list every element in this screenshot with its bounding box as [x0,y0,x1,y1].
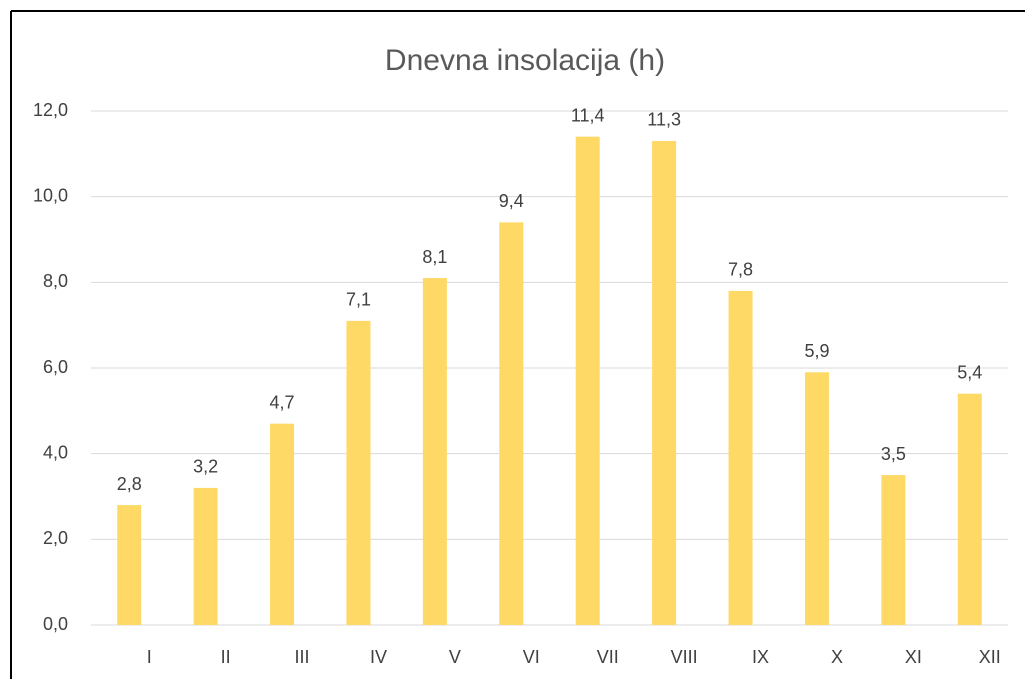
bar [346,320,371,625]
data-label: 2,8 [117,474,142,494]
y-tick-label: 2,0 [43,528,68,548]
data-label: 5,9 [804,341,829,361]
bar [728,290,753,625]
x-tick-label: V [449,647,461,667]
y-tick-label: 8,0 [43,271,68,291]
data-label: 7,1 [346,290,371,310]
x-tick-label: IX [752,647,769,667]
data-label: 3,2 [193,457,218,477]
bar [499,222,524,625]
y-tick-label: 10,0 [33,185,68,205]
x-tick-label: VII [597,647,619,667]
y-tick-label: 0,0 [43,614,68,634]
x-tick-label: XII [979,647,1001,667]
x-tick-label: III [295,647,310,667]
x-tick-label: XI [905,647,922,667]
data-label: 3,5 [881,444,906,464]
y-tick-label: 12,0 [33,100,68,120]
y-tick-label: 4,0 [43,442,68,462]
bar [422,278,447,625]
data-label: 8,1 [422,247,447,267]
data-label: 4,7 [270,392,295,412]
bar [957,393,982,625]
data-label: 7,8 [728,260,753,280]
bar [881,475,906,625]
x-tick-label: VI [523,647,540,667]
bar [575,136,600,625]
x-tick-label: I [147,647,152,667]
bar [652,140,677,625]
data-label: 9,4 [499,191,524,211]
bar [117,505,142,625]
x-tick-label: X [831,647,843,667]
y-tick-label: 6,0 [43,357,68,377]
bar [804,372,829,625]
data-label: 11,3 [647,110,681,130]
data-label: 5,4 [957,362,982,382]
data-label: 11,4 [571,105,605,125]
chart-title: Dnevna insolacija (h) [385,44,665,77]
x-tick-label: IV [370,647,387,667]
bar [193,487,218,625]
bar [270,423,295,625]
x-tick-label: II [221,647,231,667]
x-tick-label: VIII [671,647,698,667]
